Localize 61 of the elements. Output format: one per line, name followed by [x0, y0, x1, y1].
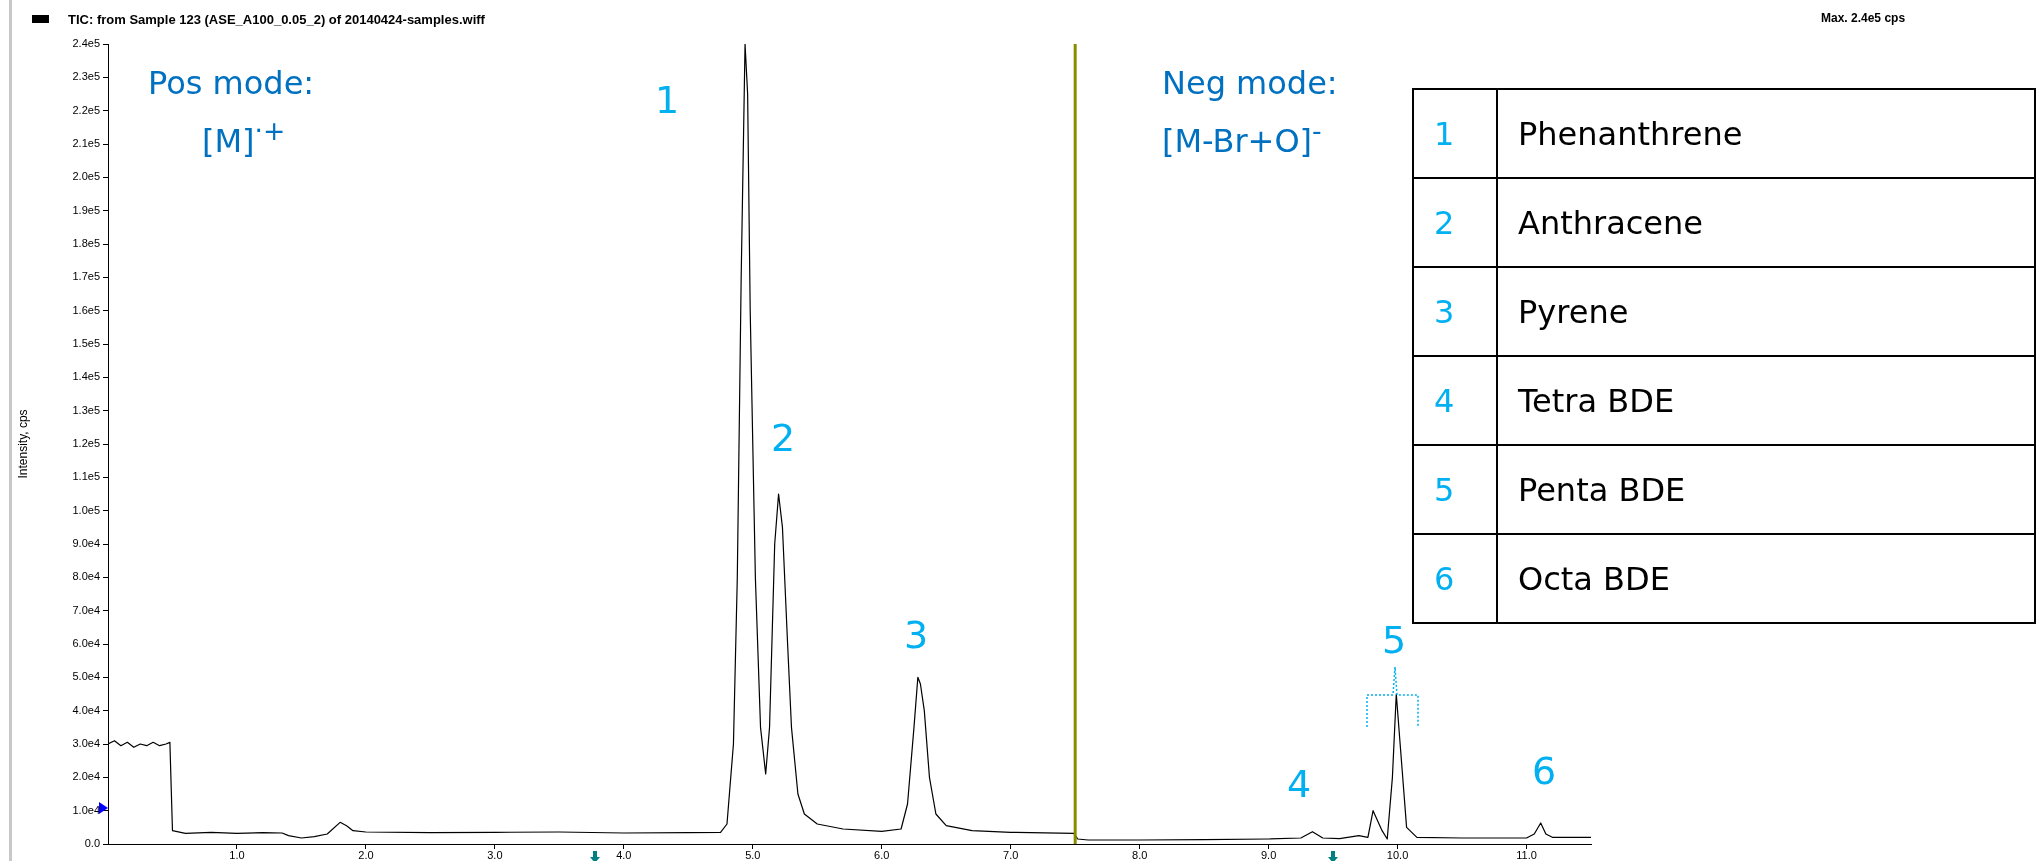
annotation: [M-Br+O]$^{-}$: [1162, 114, 1322, 160]
annotation: Octa BDE: [1497, 534, 2035, 623]
annotation: Pos mode:: [148, 64, 315, 102]
y-tick-label: 0.0: [84, 837, 100, 850]
annotation: Pyrene: [1497, 267, 2035, 356]
x-tick-label: 11.0: [1516, 848, 1537, 861]
x-tick-label: 8.0: [1132, 848, 1148, 861]
x-tick-label: 1.0: [229, 848, 245, 861]
y-tick-label: 1.0e4: [72, 803, 100, 816]
annotation: 5: [1413, 445, 1497, 534]
y-tick-label: 1.7e5: [72, 270, 100, 283]
y-tick-label: 2.2e5: [72, 103, 100, 116]
chart-title: TIC: from Sample 123 (ASE_A100_0.05_2) of 20140424-samples.wiff: [68, 12, 485, 27]
y-tick-label: 1.5e5: [72, 337, 100, 350]
annotation: 3: [1413, 267, 1497, 356]
y-tick-label: 7.0e4: [72, 603, 100, 616]
annotation: Tetra BDE: [1497, 356, 2035, 445]
y-tick-label: 1.2e5: [72, 437, 100, 450]
y-tick-label: 2.3e5: [72, 70, 100, 83]
x-tick-label: 4.0: [616, 848, 632, 861]
annotation: Neg mode:: [1162, 64, 1338, 102]
y-tick-label: 1.3e5: [72, 403, 100, 416]
x-tick-label: 2.0: [358, 848, 374, 861]
annotation: 1: [655, 78, 680, 122]
annotation: [M]$^{·+}$: [202, 114, 286, 160]
y-tick-label: 3.0e4: [72, 737, 100, 750]
x-tick-label: 7.0: [1003, 848, 1019, 861]
y-tick-label: 5.0e4: [72, 670, 100, 683]
y-tick-label: 1.9e5: [72, 203, 100, 216]
y-tick-label: 8.0e4: [72, 570, 100, 583]
y-tick-label: 4.0e4: [72, 703, 100, 716]
y-tick-label: 2.4e5: [72, 37, 100, 50]
y-tick-label: 2.0e4: [72, 770, 100, 783]
y-axis-title: Intensity, cps: [15, 409, 30, 479]
annotation: 5: [1382, 618, 1407, 662]
y-tick-label: 1.4e5: [72, 370, 100, 383]
annotation: Phenanthrene: [1497, 89, 2035, 178]
y-tick-label: 1.6e5: [72, 303, 100, 316]
annotation: Penta BDE: [1497, 445, 2035, 534]
x-tick-label: 9.0: [1260, 848, 1277, 861]
annotation: 2: [771, 416, 796, 460]
y-tick-label: 2.1e5: [72, 137, 100, 150]
y-tick-label: 2.0e5: [72, 170, 100, 183]
y-tick-label: 9.0e4: [72, 537, 100, 550]
annotation: 3: [904, 613, 929, 657]
annotation: 1: [1413, 89, 1497, 178]
y-tick-label: 1.8e5: [72, 237, 100, 250]
x-tick-label: 5.0: [745, 848, 761, 861]
y-tick-label: 1.1e5: [72, 470, 100, 483]
annotation: 4: [1413, 356, 1497, 445]
annotation: 2: [1413, 178, 1497, 267]
annotation: 6: [1413, 534, 1497, 623]
x-tick-label: 10.0: [1386, 848, 1409, 861]
annotation: 4: [1287, 762, 1312, 806]
y-tick-label: 6.0e4: [72, 637, 100, 650]
y-tick-label: 1.0e5: [72, 503, 100, 516]
x-tick-label: 6.0: [874, 848, 890, 861]
text: Max. 2.4e5 cps: [1821, 11, 1906, 25]
annotation: Anthracene: [1497, 178, 2035, 267]
annotation: 6: [1532, 749, 1557, 793]
x-tick-label: 3.0: [487, 848, 503, 861]
